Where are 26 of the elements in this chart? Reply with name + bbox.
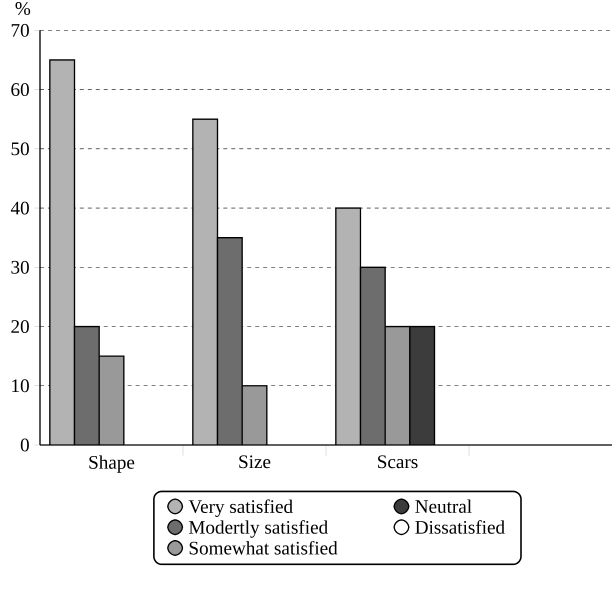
y-tick-label: 40 — [10, 202, 29, 215]
bar — [384, 326, 410, 445]
legend-label: Neutral — [415, 499, 472, 513]
bar — [74, 326, 100, 445]
bar — [99, 356, 124, 445]
legend-label: Modertly satisfied — [188, 520, 328, 538]
y-tick-label: 70 — [12, 24, 29, 37]
y-tick-label: 0 — [20, 438, 29, 452]
bar — [335, 207, 362, 445]
bar — [218, 238, 242, 445]
y-tick-label: 10 — [12, 379, 29, 392]
y-tick-label: 30 — [11, 260, 29, 274]
legend-label: Dissatisfied — [415, 520, 505, 534]
y-tick-label: 20 — [11, 320, 29, 333]
bar — [192, 119, 218, 445]
bar — [360, 266, 386, 445]
legend-label: Somewhat satisfied — [190, 540, 338, 555]
bar — [50, 60, 74, 445]
bar — [242, 386, 267, 445]
y-axis-title: % — [16, 2, 30, 16]
legend-label: Very satisfied — [188, 499, 293, 517]
y-tick-label: 50 — [12, 142, 29, 156]
x-tick-label: Scars — [378, 455, 418, 468]
x-tick-label: Shape — [89, 455, 134, 473]
x-tick-label: Size — [239, 455, 270, 468]
y-tick-label: 60 — [11, 83, 29, 96]
